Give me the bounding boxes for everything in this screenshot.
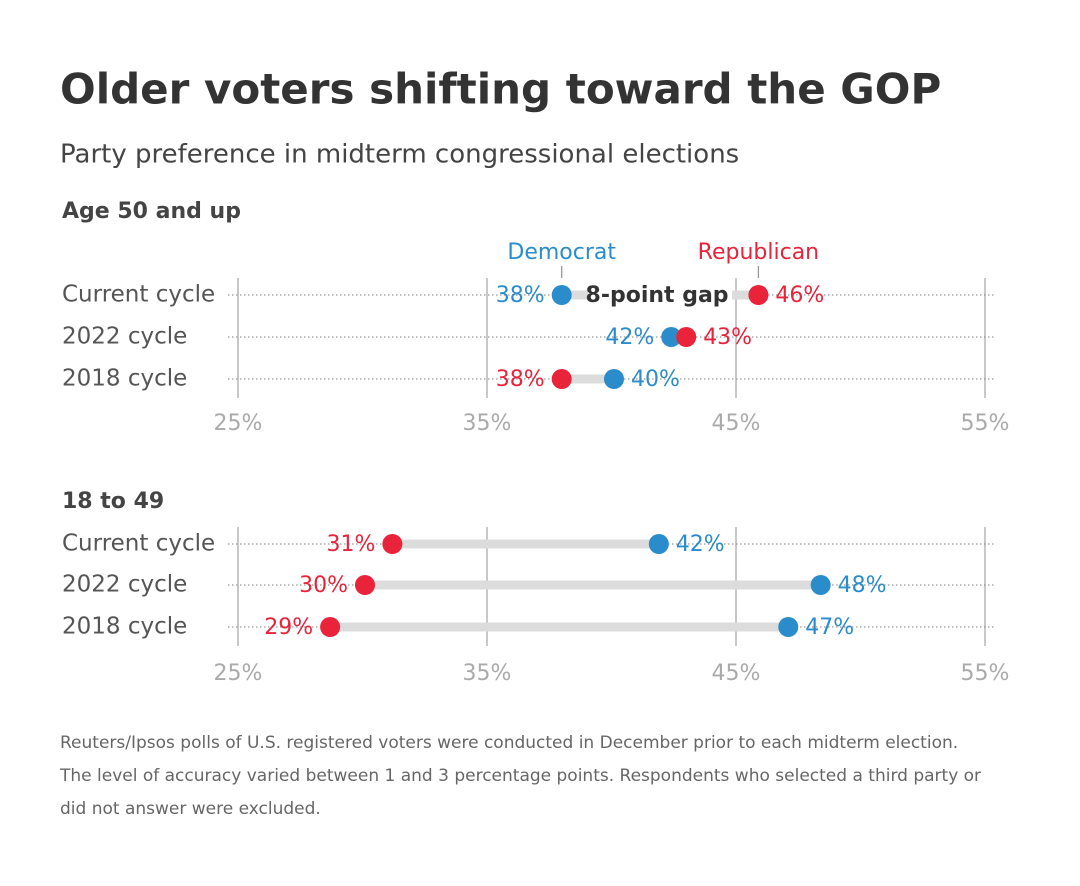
value-label: 38% [496, 367, 545, 392]
dot [676, 327, 697, 347]
value-label: 40% [631, 367, 680, 392]
row-label: 2018 cycle [62, 614, 187, 640]
legend-label: Democrat [507, 240, 616, 265]
x-tick-label: 35% [463, 661, 512, 686]
note: The level of accuracy varied between 1 a… [59, 766, 981, 786]
dot [778, 617, 799, 637]
note: Reuters/Ipsos polls of U.S. registered v… [60, 733, 958, 753]
dot [810, 575, 831, 595]
x-tick-label: 55% [961, 661, 1010, 686]
annotation: 8-point gap [586, 283, 729, 308]
value-label: 47% [805, 615, 854, 640]
value-label: 29% [264, 615, 313, 640]
x-tick-label: 25% [214, 411, 263, 436]
row-label: Current cycle [62, 531, 215, 557]
value-label: 48% [838, 573, 887, 598]
chart-subtitle: Party preference in midterm congressiona… [60, 140, 739, 170]
row-label: Current cycle [62, 282, 215, 308]
panel-title: 18 to 49 [62, 489, 164, 514]
x-tick-label: 45% [712, 661, 761, 686]
dot [551, 285, 572, 305]
dot [382, 534, 403, 554]
x-tick-label: 55% [961, 411, 1010, 436]
value-label: 42% [676, 532, 725, 557]
dot [648, 534, 669, 554]
value-label: 31% [326, 532, 375, 557]
row-label: 2022 cycle [62, 324, 187, 350]
x-tick-label: 45% [712, 411, 761, 436]
panel-title: Age 50 and up [62, 199, 241, 224]
dot [748, 285, 769, 305]
legend-label: Republican [698, 240, 819, 265]
row-label: 2018 cycle [62, 366, 187, 392]
dot [551, 369, 572, 389]
note: did not answer were excluded. [60, 799, 321, 819]
dot [320, 617, 341, 637]
x-tick-label: 25% [214, 661, 263, 686]
dot [603, 369, 624, 389]
value-label: 43% [703, 325, 752, 350]
annotation-bg [588, 281, 733, 309]
x-tick-label: 35% [463, 411, 512, 436]
dot [661, 327, 682, 347]
value-label: 46% [775, 283, 824, 308]
chart-title: Older voters shifting toward the GOP [60, 65, 941, 114]
value-label: 38% [496, 283, 545, 308]
value-label: 42% [605, 325, 654, 350]
dot [354, 575, 375, 595]
value-label: 30% [299, 573, 348, 598]
row-label: 2022 cycle [62, 572, 187, 598]
